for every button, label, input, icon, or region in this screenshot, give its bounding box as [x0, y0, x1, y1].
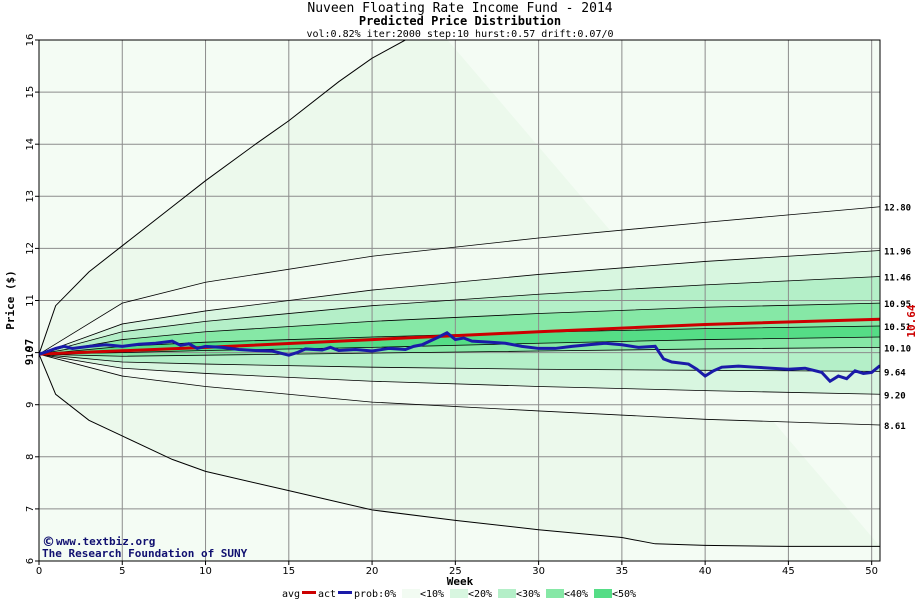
legend-swatch-20 [450, 589, 468, 598]
band-level-label: 10.10 [884, 344, 911, 354]
upper-bound-line [39, 40, 408, 355]
band-upper-line-1 [39, 206, 880, 355]
y-tick-label: 16 [25, 34, 36, 47]
lower-bound-line [39, 353, 880, 547]
band-upper-line-4 [39, 302, 880, 355]
legend-act-label: act [318, 589, 336, 600]
x-tick-label: 10 [199, 566, 212, 577]
plot-area: 0 5 10 15 20 25 30 35 40 45 50 6 7 8 9 10 11 12 13 14 15 16 12… [25, 34, 911, 577]
plot-content [39, 40, 880, 561]
legend-item-50: <50% [612, 589, 636, 600]
legend-item-30: <30% [516, 589, 540, 600]
start-price-label: 9.97 [23, 339, 36, 366]
y-tick-label: 12 [25, 242, 36, 255]
legend-avg-swatch [302, 591, 316, 594]
chart-params: vol:0.82% iter:2000 step:10 hurst:0.57 d… [306, 29, 613, 40]
y-tick-label: 8 [25, 454, 36, 460]
band-level-label: 12.80 [884, 204, 911, 214]
band-lower-line-2 [39, 353, 880, 395]
y-tick-label: 7 [25, 506, 36, 512]
band-lower-line-4 [39, 346, 880, 357]
legend-swatch-10 [402, 589, 420, 598]
legend-item-40: <40% [564, 589, 588, 600]
final-avg-label: 10.64 [905, 304, 918, 337]
x-tick-label: 50 [865, 566, 878, 577]
y-tick-label: 13 [25, 190, 36, 203]
y-tick-label: 10 [25, 346, 36, 359]
band-level-label: 8.61 [884, 422, 906, 432]
x-tick-label: 30 [532, 566, 545, 577]
x-tick-label: 15 [282, 566, 295, 577]
x-tick-label: 45 [782, 566, 795, 577]
legend-item-20: <20% [468, 589, 492, 600]
legend-avg-label: avg [282, 589, 300, 600]
band-lower-line-1 [39, 353, 880, 426]
y-tick-label: 9 [25, 402, 36, 408]
legend-item-10: <10% [420, 589, 444, 600]
legend-act-swatch [338, 591, 352, 594]
legend-swatch-50 [594, 589, 612, 598]
y-tick-label: 6 [25, 558, 36, 564]
band-level-label: 11.46 [884, 274, 911, 284]
x-tick-label: 40 [699, 566, 712, 577]
band-upper-line-3 [39, 276, 880, 355]
x-axis-label: Week [447, 575, 474, 588]
x-tick-label: 20 [366, 566, 379, 577]
band-level-label: 11.96 [884, 247, 911, 257]
band-lower-line-5 [39, 336, 880, 355]
band-level-label: 9.20 [884, 391, 906, 401]
legend-prob-label: prob:0% [354, 589, 396, 600]
band-level-label: 9.64 [884, 368, 906, 378]
legend-swatch-40 [546, 589, 564, 598]
chart-subtitle: Predicted Price Distribution [359, 14, 561, 28]
credit-line-2: The Research Foundation of SUNY [42, 547, 248, 560]
band-level-label: 10.51 [884, 323, 911, 333]
x-tick-label: 5 [119, 566, 125, 577]
x-tick-label: 25 [449, 566, 462, 577]
legend: avg act prob:0% <10% <20% <30% <40% <50% [282, 589, 636, 600]
y-axis-label: Price ($) [4, 270, 17, 330]
series-act-line [39, 331, 880, 384]
x-tick-label: 0 [36, 566, 42, 577]
band-lower-line-3 [39, 353, 880, 372]
series-avg-line [39, 317, 880, 356]
x-tick-label: 35 [616, 566, 629, 577]
chart-title: Nuveen Floating Rate Income Fund - 2014 [307, 1, 612, 16]
legend-swatch-30 [498, 589, 516, 598]
band-upper-line-2 [39, 250, 880, 355]
y-tick-label: 11 [25, 294, 36, 307]
y-tick-label: 14 [25, 138, 36, 151]
credit-line-1: www.textbiz.org [56, 535, 155, 548]
band-level-label: 10.95 [884, 300, 911, 310]
y-tick-label: 15 [25, 86, 36, 99]
copyright-icon: © [42, 535, 55, 550]
